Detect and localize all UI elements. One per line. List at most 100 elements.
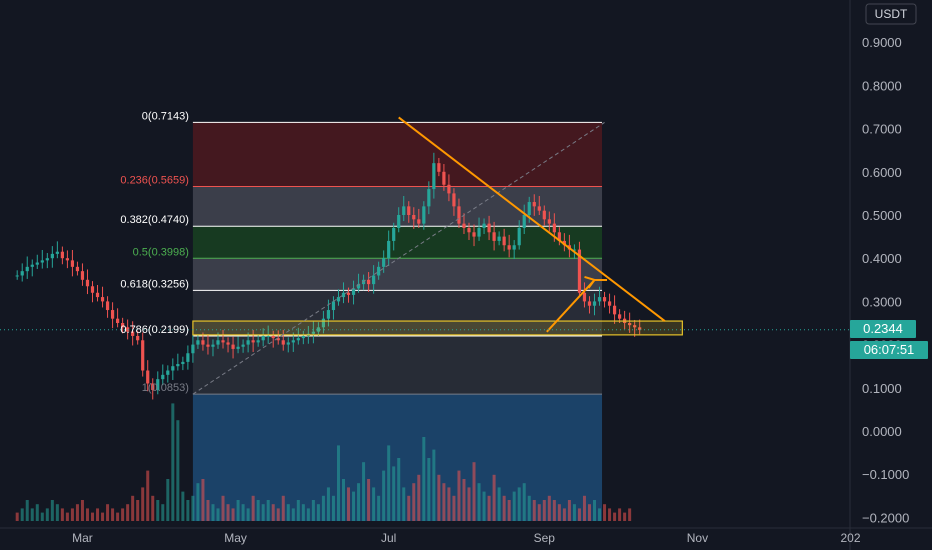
- candle-body: [100, 297, 105, 302]
- candle-body: [206, 344, 210, 347]
- volume-bar: [136, 500, 140, 521]
- candle-body: [116, 318, 120, 323]
- candle-body: [412, 215, 416, 220]
- volume-bar: [472, 462, 476, 521]
- candle-body: [226, 342, 230, 345]
- candle-body: [211, 344, 215, 347]
- price-tick-label: 0.1000: [862, 381, 902, 396]
- candle-body: [402, 206, 406, 215]
- candle-body: [326, 310, 331, 319]
- candle-body: [572, 249, 577, 251]
- fib-trend-line[interactable]: [192, 122, 605, 395]
- candle-body: [141, 340, 145, 371]
- fib-labels: 0(0.7143) 0.236(0.5659) 0.382(0.4740) 0.5(0…: [120, 110, 189, 394]
- arrow-head[interactable]: [584, 276, 597, 289]
- volume-bar: [326, 487, 330, 521]
- currency-label: USDT: [875, 7, 908, 21]
- volume-bar: [628, 508, 632, 521]
- volume-bar: [206, 500, 210, 521]
- downtrend-line[interactable]: [398, 116, 666, 322]
- volume-bar: [397, 458, 401, 521]
- volume-bar: [231, 508, 235, 521]
- candle-body: [432, 163, 436, 190]
- drawings[interactable]: [0, 116, 850, 395]
- candle-body: [221, 340, 225, 343]
- volume-bar: [417, 474, 421, 521]
- volume-bar: [598, 508, 602, 521]
- volume-bar: [85, 508, 89, 521]
- candle-body: [392, 227, 396, 241]
- fib-level-label: 0.786(0.2199): [120, 324, 189, 336]
- volume-bar: [447, 487, 451, 521]
- candle-body: [166, 370, 170, 375]
- volume-bar: [442, 483, 446, 521]
- volume-bar: [593, 500, 596, 521]
- candle-body: [351, 288, 356, 295]
- candle-body: [231, 344, 235, 349]
- candle-body: [156, 379, 160, 390]
- fib-zone: [192, 336, 603, 395]
- fib-zone: [192, 122, 603, 187]
- candle-body: [316, 327, 320, 332]
- volume-bar: [532, 500, 536, 521]
- volume-bar: [412, 483, 416, 521]
- candle-body: [75, 266, 80, 272]
- candle-body: [321, 318, 326, 328]
- volume-bar: [372, 487, 376, 521]
- volume-bar: [15, 512, 19, 521]
- candle-body: [336, 297, 341, 302]
- candle-body: [136, 335, 140, 341]
- volume-bar: [201, 479, 205, 521]
- candle-body: [65, 258, 69, 261]
- candle-body: [422, 206, 426, 224]
- volume-bar: [80, 500, 84, 521]
- support-zone-box[interactable]: [192, 320, 683, 336]
- candle-body: [126, 327, 130, 332]
- candle-body: [628, 323, 632, 326]
- volume-bar: [116, 512, 120, 521]
- candle-body: [161, 374, 165, 380]
- candle-body: [602, 297, 607, 302]
- candle-body: [397, 215, 401, 228]
- volume-bar: [55, 504, 59, 521]
- volume-bar: [30, 508, 34, 521]
- volume-bar: [567, 500, 571, 521]
- candle-body: [346, 292, 351, 295]
- volume-bar: [557, 504, 561, 521]
- candle-body: [261, 335, 265, 341]
- price-tick-label: 0.3000: [862, 294, 902, 309]
- volume-bar: [367, 479, 371, 521]
- volume-bar: [362, 462, 366, 521]
- fib-lines: [192, 121, 603, 395]
- candle-body: [105, 301, 110, 311]
- volume-bar: [121, 508, 125, 521]
- candle-body: [382, 258, 386, 267]
- candle-body: [121, 323, 125, 328]
- candle-body: [296, 338, 300, 341]
- candle-body: [40, 260, 44, 263]
- volume-bar: [286, 504, 290, 521]
- candle-body: [251, 340, 255, 343]
- price-tick-label: 0.0000: [862, 424, 902, 439]
- candle-body: [442, 171, 446, 185]
- volume-bar: [502, 495, 506, 521]
- volume-bar: [603, 504, 607, 521]
- volume-bar: [392, 466, 396, 521]
- candle-body: [457, 206, 461, 224]
- candle-body: [587, 301, 592, 306]
- fib-level-label: 0.618(0.3256): [120, 278, 189, 290]
- candle-body: [607, 301, 612, 306]
- candle-body: [356, 284, 361, 289]
- candle-body: [286, 342, 290, 345]
- candle-body: [492, 232, 496, 241]
- candle-body: [522, 215, 526, 228]
- volume-bar: [20, 508, 24, 521]
- candle-body: [532, 202, 536, 207]
- volume-bar: [422, 437, 426, 521]
- fib-level-label: 0.236(0.5659): [120, 175, 189, 187]
- time-tick-label: May: [224, 531, 247, 545]
- last-price-tag: 0.2344: [850, 320, 916, 338]
- candle-body: [276, 338, 280, 341]
- candle-body: [110, 310, 115, 319]
- currency-badge[interactable]: USDT: [865, 3, 917, 25]
